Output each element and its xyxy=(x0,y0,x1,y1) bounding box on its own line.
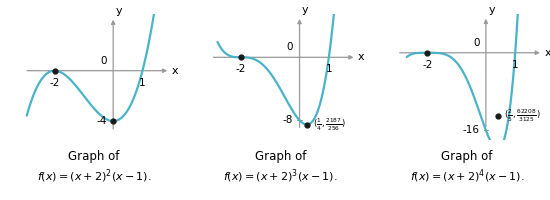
Text: y: y xyxy=(116,6,122,16)
Text: 1: 1 xyxy=(139,78,146,88)
Text: -2: -2 xyxy=(50,78,60,88)
Text: x: x xyxy=(172,66,178,76)
Text: $(\frac{2}{5}, \frac{62208}{3125})$: $(\frac{2}{5}, \frac{62208}{3125})$ xyxy=(504,108,541,124)
Text: -16: -16 xyxy=(463,125,480,135)
Text: y: y xyxy=(302,5,309,15)
Text: y: y xyxy=(488,5,495,15)
Text: 0: 0 xyxy=(473,38,480,48)
Text: 0: 0 xyxy=(101,56,107,66)
Text: Graph of: Graph of xyxy=(68,150,120,163)
Text: -4: -4 xyxy=(97,116,107,126)
Text: Graph of: Graph of xyxy=(255,150,306,163)
Text: $(\frac{1}{4}, \frac{2187}{256})$: $(\frac{1}{4}, \frac{2187}{256})$ xyxy=(313,116,346,133)
Text: $f(x) = (x + 2)^2(x - 1).$: $f(x) = (x + 2)^2(x - 1).$ xyxy=(37,168,151,185)
Text: Graph of: Graph of xyxy=(441,150,493,163)
Text: -2: -2 xyxy=(422,60,432,70)
Text: -2: -2 xyxy=(236,64,246,74)
Text: 1: 1 xyxy=(512,60,519,70)
Text: 1: 1 xyxy=(326,64,332,74)
Text: 0: 0 xyxy=(287,42,293,52)
Text: $f(x) = (x + 2)^3(x - 1).$: $f(x) = (x + 2)^3(x - 1).$ xyxy=(223,168,338,185)
Text: x: x xyxy=(358,52,365,62)
Text: $f(x) = (x + 2)^4(x - 1).$: $f(x) = (x + 2)^4(x - 1).$ xyxy=(410,168,524,185)
Text: -8: -8 xyxy=(283,115,293,125)
Text: x: x xyxy=(544,48,550,58)
